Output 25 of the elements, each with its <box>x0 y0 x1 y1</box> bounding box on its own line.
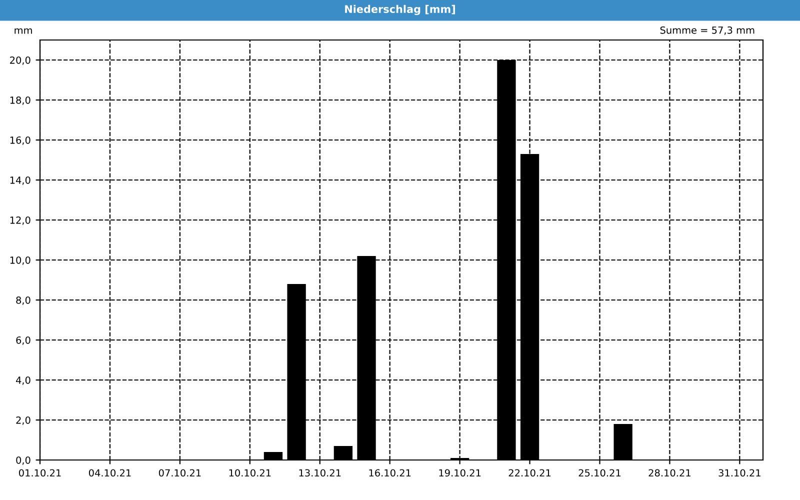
y-tick-label: 6,0 <box>16 336 30 345</box>
y-tick-label: 14,0 <box>10 176 30 185</box>
x-tick-label: 01.10.21 <box>18 469 61 477</box>
y-tick-label: 2,0 <box>16 416 30 425</box>
y-tick-label: 18,0 <box>10 96 30 105</box>
x-tick-label: 10.10.21 <box>229 469 271 477</box>
y-tick-label: 16,0 <box>10 136 30 145</box>
x-tick-label: 28.10.21 <box>648 469 690 477</box>
x-tick-label: 07.10.21 <box>158 469 201 477</box>
y-tick-label: 0,0 <box>16 456 30 465</box>
x-tick-label: 13.10.21 <box>299 469 341 477</box>
x-tick-label: 16.10.21 <box>369 469 411 477</box>
x-tick-label: 25.10.21 <box>578 469 620 477</box>
y-tick-label: 8,0 <box>16 296 30 305</box>
y-tick-label: 20,0 <box>10 56 30 65</box>
x-tick-label: 22.10.21 <box>508 469 551 477</box>
text: Summe = 57,3 mm <box>660 26 754 35</box>
chart-title: Niederschlag [mm] <box>345 4 455 16</box>
y-axis-title: mm <box>14 28 32 34</box>
x-tick-label: 19.10.21 <box>439 469 481 477</box>
y-tick-label: 4,0 <box>16 376 30 385</box>
y-tick-label: 12,0 <box>10 216 30 225</box>
x-tick-label: 31.10.21 <box>718 469 760 477</box>
x-tick-label: 04.10.21 <box>88 469 131 477</box>
y-tick-label: 10,0 <box>10 256 30 265</box>
